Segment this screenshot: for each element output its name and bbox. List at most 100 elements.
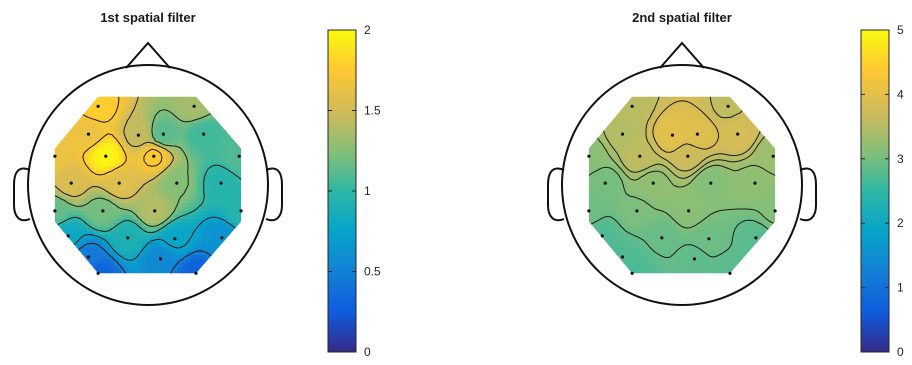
field-cell [720, 187, 725, 192]
field-cell [736, 179, 741, 184]
field-cell [134, 179, 139, 184]
field-cell [86, 87, 91, 92]
field-cell [178, 247, 183, 252]
field-cell [166, 175, 171, 180]
field-cell [78, 207, 83, 212]
field-cell [78, 187, 83, 192]
field-cell [672, 175, 677, 180]
field-cell [198, 227, 203, 232]
field-cell [230, 139, 235, 144]
field-cell [162, 159, 167, 164]
field-cell [74, 243, 79, 248]
field-cell [130, 183, 135, 188]
field-cell [648, 159, 653, 164]
field-cell [756, 267, 761, 272]
field-cell [170, 259, 175, 264]
field-cell [644, 171, 649, 176]
field-cell [660, 151, 665, 156]
field-cell [166, 203, 171, 208]
field-cell [166, 251, 171, 256]
field-cell [146, 203, 151, 208]
field-cell [242, 91, 247, 96]
field-cell [110, 183, 115, 188]
field-cell [94, 171, 99, 176]
field-cell [732, 223, 737, 228]
field-cell [604, 127, 609, 132]
field-cell [696, 223, 701, 228]
field-cell [138, 235, 143, 240]
field-cell [102, 255, 107, 260]
field-cell [162, 127, 167, 132]
field-cell [724, 195, 729, 200]
field-cell [600, 147, 605, 152]
field-cell [82, 107, 87, 112]
field-cell [178, 143, 183, 148]
field-cell [126, 103, 131, 108]
field-cell [676, 267, 681, 272]
field-cell [82, 239, 87, 244]
field-cell [122, 187, 127, 192]
field-cell [178, 87, 183, 92]
field-cell [230, 171, 235, 176]
field-cell [166, 167, 171, 172]
field-cell [688, 167, 693, 172]
field-cell [166, 115, 171, 120]
field-cell [728, 195, 733, 200]
field-cell [672, 259, 677, 264]
field-cell [644, 227, 649, 232]
field-cell [106, 131, 111, 136]
field-cell [680, 107, 685, 112]
field-cell [82, 255, 87, 260]
field-cell [82, 223, 87, 228]
field-cell [122, 87, 127, 92]
field-cell [656, 279, 661, 284]
field-cell [110, 151, 115, 156]
field-cell [214, 155, 219, 160]
field-cell [716, 251, 721, 256]
field-cell [700, 155, 705, 160]
field-cell [126, 119, 131, 124]
field-cell [178, 223, 183, 228]
field-cell [210, 263, 215, 268]
field-cell [138, 191, 143, 196]
field-cell [640, 239, 645, 244]
field-cell [716, 203, 721, 208]
field-cell [142, 243, 147, 248]
field-cell [680, 187, 685, 192]
head-circle [561, 64, 803, 306]
field-cell [202, 155, 207, 160]
field-cell [134, 103, 139, 108]
field-cell [628, 151, 633, 156]
field-cell [760, 143, 765, 148]
field-cell [736, 91, 741, 96]
field-cell [720, 159, 725, 164]
field-cell [640, 171, 645, 176]
field-cell [206, 215, 211, 220]
field-cell [624, 231, 629, 236]
field-cell [756, 139, 761, 144]
field-cell [636, 215, 641, 220]
field-cell [106, 155, 111, 160]
field-cell [768, 151, 773, 156]
field-cell [158, 107, 163, 112]
field-cell [154, 87, 159, 92]
field-cell [712, 183, 717, 188]
field-cell [118, 243, 123, 248]
field-cell [620, 135, 625, 140]
field-cell [242, 211, 247, 216]
field-cell [752, 195, 757, 200]
field-cell [90, 207, 95, 212]
field-cell [736, 167, 741, 172]
field-cell [600, 155, 605, 160]
field-cell [54, 215, 59, 220]
field-cell [720, 235, 725, 240]
field-cell [202, 255, 207, 260]
field-cell [146, 235, 151, 240]
field-cell [664, 243, 669, 248]
field-cell [94, 163, 99, 168]
field-cell [178, 139, 183, 144]
field-cell [764, 255, 769, 260]
field-cell [700, 195, 705, 200]
field-cell [50, 231, 55, 236]
field-cell [604, 147, 609, 152]
